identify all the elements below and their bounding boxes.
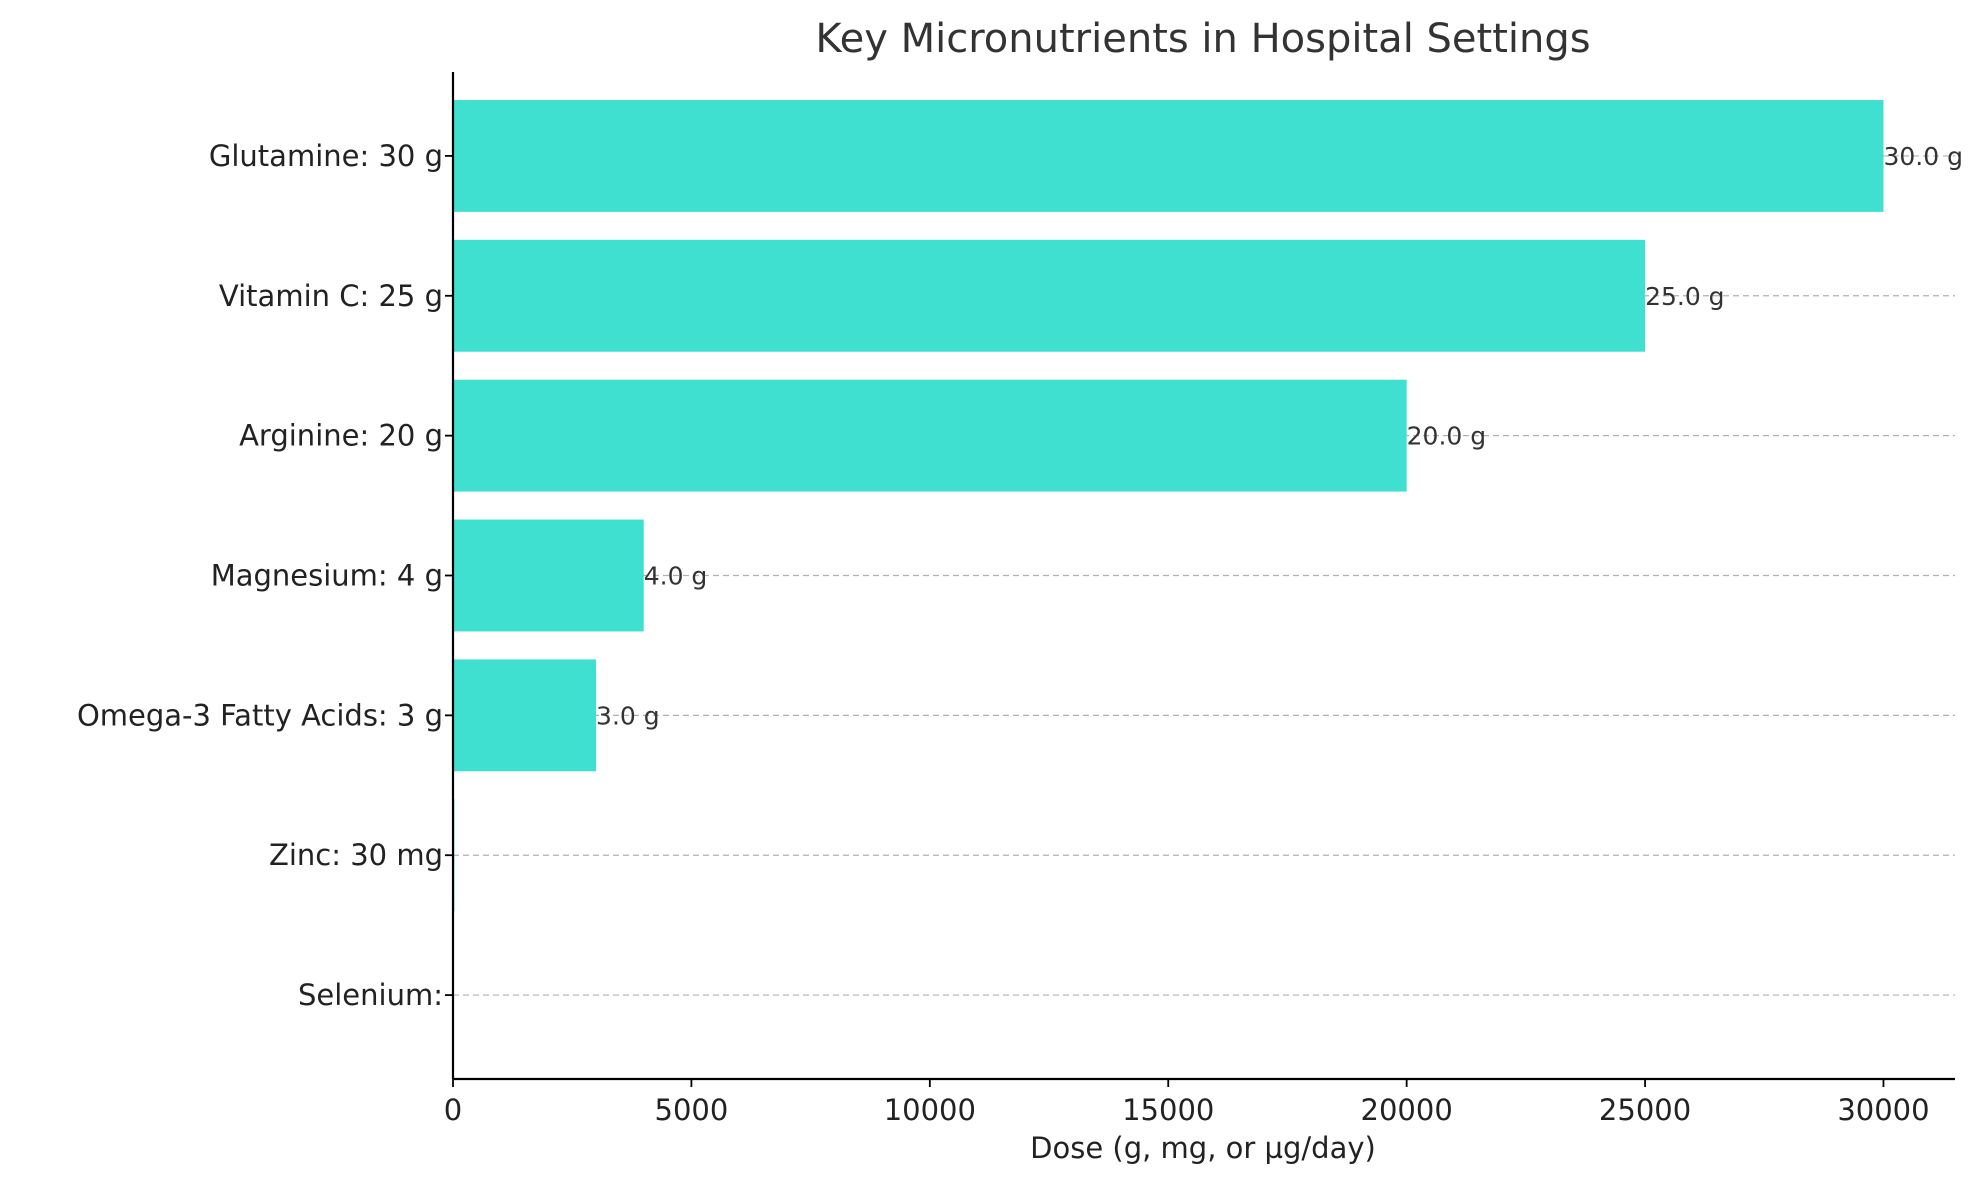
data-label: 4.0 g [644,562,708,591]
x-tick-label: 25000 [1599,1093,1691,1127]
x-tick-label: 30000 [1837,1093,1929,1127]
y-tick-label: Vitamin C: 25 g [219,279,443,313]
x-tick-label: 10000 [884,1093,976,1127]
chart-title: Key Micronutrients in Hospital Settings [815,16,1590,62]
x-tick-label: 15000 [1122,1093,1214,1127]
axes: Glutamine: 30 g Vitamin C: 25 g Arginine: … [77,72,1955,1127]
y-tick-label: Magnesium: 4 g [211,559,443,593]
x-tick-label: 20000 [1361,1093,1453,1127]
data-label: 20.0 g [1407,422,1486,451]
bar [453,379,1407,492]
data-labels: 30.0 g 25.0 g 20.0 g 4.0 g 3.0 g [596,142,1963,730]
data-label: 25.0 g [1645,282,1724,311]
data-label: 3.0 g [596,701,660,730]
y-tick-label: Omega-3 Fatty Acids: 3 g [77,698,443,732]
bar [453,239,1646,352]
bars [453,99,1884,912]
x-axis-label: Dose (g, mg, or µg/day) [1030,1131,1376,1165]
x-tick-label: 5000 [655,1093,729,1127]
y-tick-label: Glutamine: 30 g [209,139,443,173]
y-tick-label: Zinc: 30 mg [269,838,443,872]
bar [453,99,1884,212]
y-tick-label: Arginine: 20 g [239,419,443,453]
bar [453,659,597,772]
bar [453,519,644,632]
x-tick-label: 0 [444,1093,462,1127]
y-tick-label: Selenium: [298,978,443,1012]
data-label: 30.0 g [1883,142,1962,171]
